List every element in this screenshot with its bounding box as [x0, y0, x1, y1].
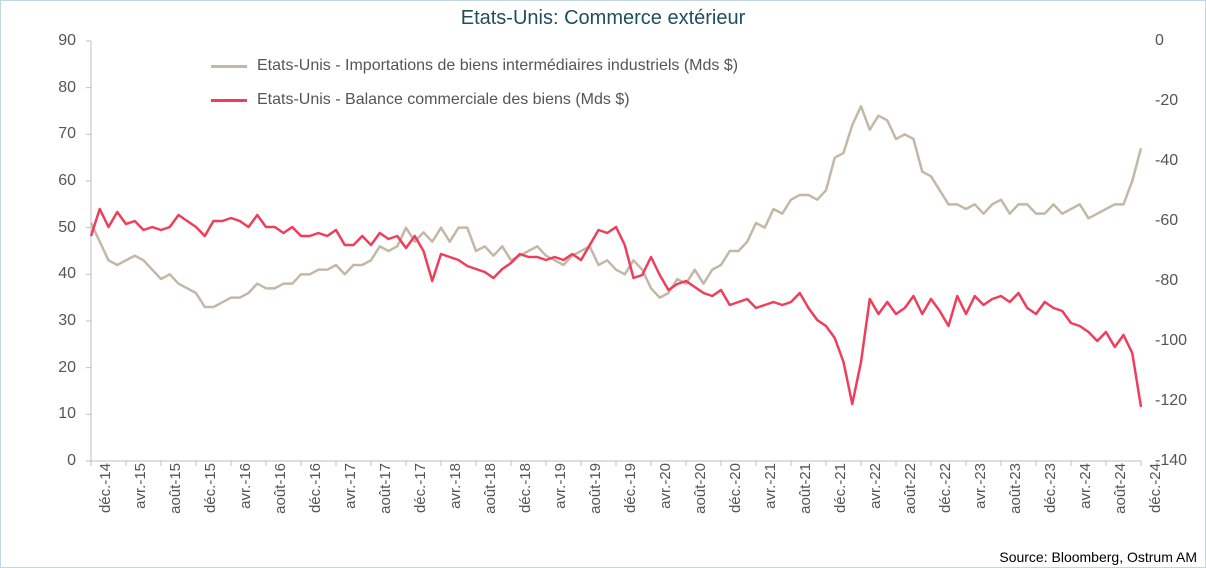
y-left-tick-label: 60	[58, 172, 76, 190]
source-text: Source: Bloomberg, Ostrum AM	[999, 549, 1197, 565]
x-tick-label: août-24	[1112, 463, 1129, 514]
x-tick-label: avr.-16	[237, 463, 254, 509]
x-tick-label: août-18	[482, 463, 499, 514]
x-tick-label: déc.-20	[727, 463, 744, 513]
legend-label-imports: Etats-Unis - Importations de biens inter…	[257, 57, 738, 75]
x-tick-label: août-15	[167, 463, 184, 514]
x-tick-label: avr.-17	[342, 463, 359, 509]
legend: Etats-Unis - Importations de biens inter…	[211, 57, 1011, 125]
legend-item-imports: Etats-Unis - Importations de biens inter…	[211, 57, 1011, 75]
y-right-tick-label: -120	[1155, 392, 1187, 410]
chart-container: Etats-Unis: Commerce extérieur 0 10 20 30 40…	[0, 0, 1206, 568]
x-tick-label: déc.-19	[622, 463, 639, 513]
x-tick-label: août-16	[272, 463, 289, 514]
x-tick-label: déc.-17	[412, 463, 429, 513]
y-right-tick-label: -100	[1155, 332, 1187, 350]
series-trade_balance	[91, 209, 1141, 407]
x-tick-label: déc.-14	[97, 463, 114, 513]
y-left-axis-labels: 0102030405060708090	[1, 41, 86, 461]
x-tick-label: août-22	[902, 463, 919, 514]
y-right-tick-label: -40	[1155, 152, 1178, 170]
x-tick-label: avr.-20	[657, 463, 674, 509]
y-right-tick-label: -80	[1155, 272, 1178, 290]
y-left-tick-label: 90	[58, 32, 76, 50]
x-tick-label: avr.-22	[867, 463, 884, 509]
x-tick-label: avr.-19	[552, 463, 569, 509]
y-right-tick-label: -60	[1155, 212, 1178, 230]
y-left-tick-label: 40	[58, 265, 76, 283]
x-tick-label: avr.-18	[447, 463, 464, 509]
x-tick-label: déc.-16	[307, 463, 324, 513]
y-left-tick-label: 0	[67, 452, 76, 470]
legend-item-balance: Etats-Unis - Balance commerciale des bie…	[211, 91, 1011, 109]
x-tick-label: avr.-24	[1077, 463, 1094, 509]
x-axis-labels: déc.-14 avr.-15 août-15 déc.-15 avr.-16 août-…	[91, 463, 1141, 543]
y-left-tick-label: 50	[58, 219, 76, 237]
legend-swatch-imports	[211, 65, 247, 68]
y-left-tick-label: 30	[58, 312, 76, 330]
x-tick-label: avr.-23	[972, 463, 989, 509]
x-tick-label: déc.-23	[1042, 463, 1059, 513]
series-imports	[91, 106, 1141, 307]
x-tick-label: août-23	[1007, 463, 1024, 514]
x-tick-label: déc.-24	[1147, 463, 1164, 513]
legend-label-balance: Etats-Unis - Balance commerciale des bie…	[257, 91, 630, 109]
x-tick-label: avr.-15	[132, 463, 149, 509]
chart-title: Etats-Unis: Commerce extérieur	[1, 7, 1205, 30]
legend-swatch-balance	[211, 99, 247, 102]
x-tick-label: déc.-22	[937, 463, 954, 513]
x-tick-label: déc.-18	[517, 463, 534, 513]
y-right-tick-label: 0	[1155, 32, 1164, 50]
y-right-tick-label: -20	[1155, 92, 1178, 110]
x-tick-label: août-20	[692, 463, 709, 514]
x-tick-label: août-19	[587, 463, 604, 514]
x-tick-label: août-21	[797, 463, 814, 514]
y-left-tick-label: 20	[58, 359, 76, 377]
y-left-tick-label: 80	[58, 79, 76, 97]
x-tick-label: avr.-21	[762, 463, 779, 509]
y-right-axis-labels: 0-20-40-60-80-100-120-140	[1145, 41, 1205, 461]
y-left-tick-label: 70	[58, 125, 76, 143]
x-tick-label: déc.-21	[832, 463, 849, 513]
x-tick-label: août-17	[377, 463, 394, 514]
x-tick-label: déc.-15	[202, 463, 219, 513]
y-left-tick-label: 10	[58, 405, 76, 423]
